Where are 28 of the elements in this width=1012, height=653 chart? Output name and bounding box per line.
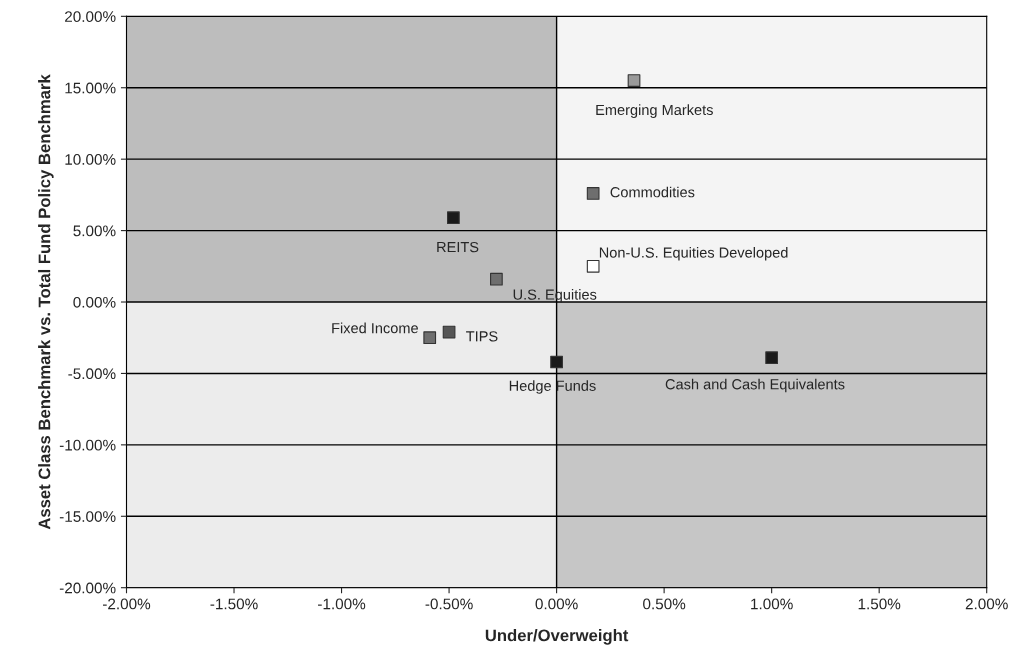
y-tick-label: 10.00% <box>65 154 116 165</box>
x-tick-label: 0.00% <box>535 598 578 610</box>
x-tick-label: 1.00% <box>751 598 793 610</box>
y-tick-label: -10.00% <box>59 439 116 451</box>
y-tick-label: 0.00% <box>73 296 116 308</box>
y-tick-label: 5.00% <box>73 225 116 237</box>
x-tick-label: 0.50% <box>643 598 686 610</box>
annotation: Emerging Markets <box>596 104 713 118</box>
y-tick-label: -5.00% <box>68 368 116 380</box>
y-tick-label: -20.00% <box>59 582 116 594</box>
x-tick-label: -0.50% <box>425 598 473 610</box>
annotation: Cash and Cash Equivalents <box>665 378 845 393</box>
annotation: REITS <box>437 241 479 253</box>
annotation: Fixed Income <box>332 322 418 334</box>
annotation: TIPS <box>466 331 498 342</box>
y-tick-label: -15.00% <box>59 511 116 522</box>
annotation: Commodities <box>610 186 695 198</box>
annotation: Non-U.S. Equities Developed <box>599 247 788 261</box>
x-tick-label: -1.00% <box>318 598 366 610</box>
y-tick-label: 20.00% <box>65 11 116 23</box>
x-axis-title: Under/Overweight <box>485 629 629 645</box>
x-tick-label: 2.00% <box>965 598 1008 610</box>
x-tick-label: -2.00% <box>102 598 151 610</box>
annotation: Hedge Funds <box>509 380 596 394</box>
y-tick-label: 15.00% <box>65 82 116 94</box>
x-tick-label: -1.50% <box>210 598 258 610</box>
x-tick-label: 1.50% <box>858 598 901 610</box>
y-axis-title: Asset Class Benchmark vs. Total Fund Policy Benchmark <box>38 74 54 530</box>
